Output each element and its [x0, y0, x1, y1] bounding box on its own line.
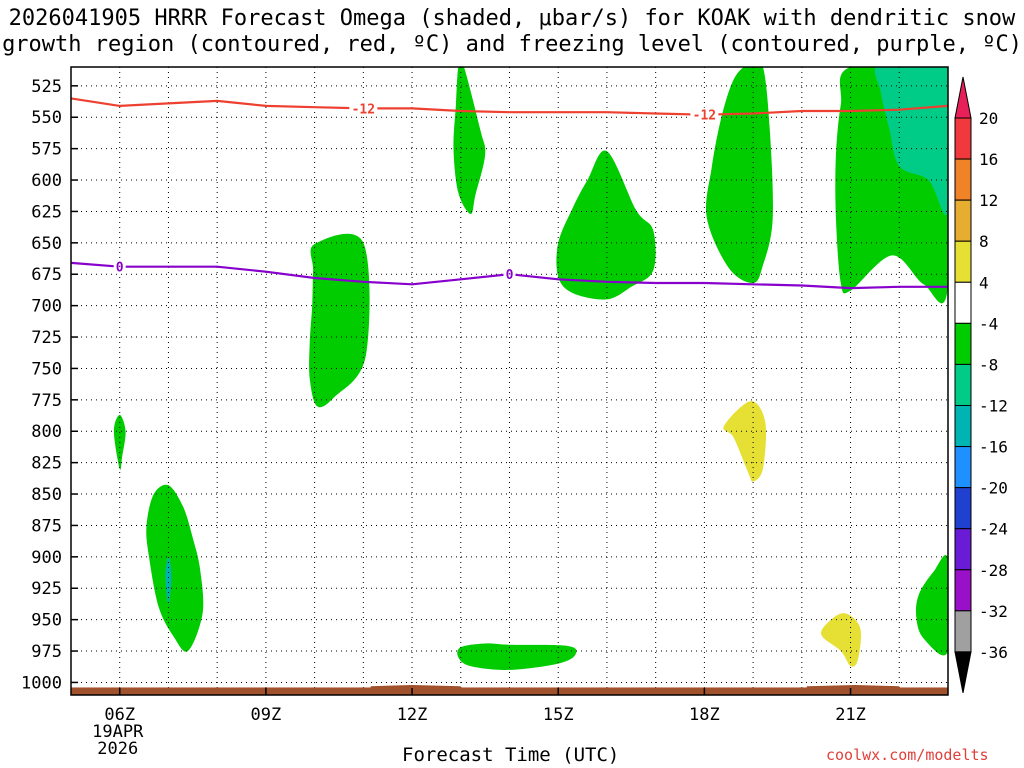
y-tick-label-775: 775 [31, 391, 62, 411]
x-tick-label-21: 21Z [835, 705, 866, 725]
y-tick-label-825: 825 [31, 454, 62, 474]
y-tick-label-600: 600 [31, 171, 62, 191]
y-tick-label-925: 925 [31, 579, 62, 599]
y-tick-label-625: 625 [31, 202, 62, 222]
chart-title: 2026041905 HRRR Forecast Omega (shaded, … [0, 6, 1024, 58]
omega-region-3 [706, 67, 773, 284]
omega-region-11 [165, 556, 172, 605]
omega-region-10 [874, 67, 948, 215]
colorbar-swatch-3 [954, 199, 972, 242]
y-tick-label-550: 550 [31, 108, 62, 128]
x-tick-label-9: 09Z [251, 705, 282, 725]
colorbar-swatch-4 [954, 240, 972, 283]
colorbar-label-13: -32 [979, 602, 1008, 621]
colorbar-swatch-5 [954, 281, 972, 324]
colorbar-label-11: -24 [979, 520, 1008, 539]
axis-layer: 525 550 575 600 625 650 675 700 725 750 775 800 825 8… [21, 66, 949, 759]
colorbar-swatch-8 [954, 404, 972, 448]
colorbar-bottom-arrow [954, 651, 972, 694]
omega-region-12 [723, 401, 767, 482]
credit-link[interactable]: coolwx.com/modelts [826, 746, 989, 764]
colorbar-swatch-1 [954, 117, 972, 160]
contour-line-1 [71, 97, 948, 116]
x-tick-label-15: 15Z [543, 705, 574, 725]
omega-shading-layer [113, 67, 948, 670]
y-tick-label-950: 950 [31, 611, 62, 631]
y-tick-label-675: 675 [31, 265, 62, 285]
x-axis-label: Forecast Time (UTC) [402, 744, 620, 766]
y-tick-label-700: 700 [31, 297, 62, 317]
contour-label-1-1: -12 [352, 102, 375, 117]
y-tick-label-800: 800 [31, 422, 62, 442]
plot-frame [70, 66, 949, 696]
y-tick-label-725: 725 [31, 328, 62, 348]
omega-region-9 [915, 554, 948, 656]
contour-label-1-2: -12 [693, 109, 716, 124]
colorbar-top-arrow [954, 76, 972, 119]
title-line-1: 2026041905 HRRR Forecast Omega (shaded, … [8, 6, 1016, 31]
colorbar-label-6: -4 [979, 314, 998, 333]
title-line-2: growth region (contoured, red, ºC) and f… [2, 32, 1022, 57]
omega-region-2 [556, 150, 656, 300]
colorbar-label-3: 12 [979, 191, 998, 210]
x-tick-label-18: 18Z [689, 705, 720, 725]
colorbar-swatch-10 [954, 487, 972, 530]
y-tick-label-750: 750 [31, 359, 62, 379]
colorbar-label-12: -28 [979, 561, 1008, 580]
contour-label-bg-2-1 [113, 259, 126, 274]
y-tick-label-650: 650 [31, 234, 62, 254]
colorbar-swatch-11 [954, 528, 972, 571]
contour-label-bg-1-2 [690, 107, 719, 122]
y-tick-label-525: 525 [31, 77, 62, 97]
colorbar-swatch-12 [954, 569, 972, 612]
contour-layer: -12 -12 0 0 [71, 97, 948, 290]
colorbar: 20 16 12 8 4 -4 -8 -12 -16 -20 -24 -28 -32 -36 [954, 76, 1008, 694]
omega-region-5 [309, 233, 370, 408]
colorbar-label-4: 8 [979, 232, 989, 251]
y-tick-label-1000: 1000 [21, 673, 62, 693]
contour-label-bg-1-1 [349, 101, 378, 116]
omega-region-1 [453, 67, 486, 215]
omega-region-8 [457, 643, 577, 670]
y-tick-label-975: 975 [31, 642, 62, 662]
x-tick-label-12: 12Z [397, 705, 428, 725]
colorbar-label-10: -20 [979, 479, 1008, 498]
colorbar-label-5: 4 [979, 273, 989, 292]
y-tick-label-575: 575 [31, 140, 62, 160]
y-tick-label-900: 900 [31, 548, 62, 568]
colorbar-swatch-2 [954, 158, 972, 201]
contour-label-bg-2-2 [503, 267, 516, 282]
colorbar-label-7: -8 [979, 355, 998, 374]
terrain-bump-1 [370, 684, 461, 688]
omega-region-7 [146, 484, 204, 652]
x-tick-sublabel-2: 2026 [97, 739, 138, 759]
colorbar-swatch-6 [954, 322, 972, 365]
colorbar-label-9: -16 [979, 438, 1008, 457]
terrain-bump-2 [806, 684, 900, 688]
terrain-layer [71, 684, 948, 695]
colorbar-swatch-7 [954, 363, 972, 406]
y-tick-label-850: 850 [31, 485, 62, 505]
colorbar-label-2: 16 [979, 150, 998, 169]
terrain-band [71, 687, 948, 695]
colorbar-swatch-13 [954, 610, 972, 653]
colorbar-label-8: -12 [979, 396, 1008, 415]
colorbar-swatch-9 [954, 446, 972, 489]
colorbar-label-1: 20 [979, 109, 998, 128]
omega-region-13 [821, 613, 861, 667]
grid-layer [71, 67, 948, 695]
x-tick-sublabel-1: 19APR [92, 722, 144, 742]
contour-label-2-2: 0 [506, 268, 514, 283]
contour-label-2-1: 0 [116, 261, 124, 276]
y-tick-label-875: 875 [31, 516, 62, 536]
x-tick-label-6: 06Z [104, 705, 135, 725]
colorbar-label-14: -36 [979, 643, 1008, 662]
